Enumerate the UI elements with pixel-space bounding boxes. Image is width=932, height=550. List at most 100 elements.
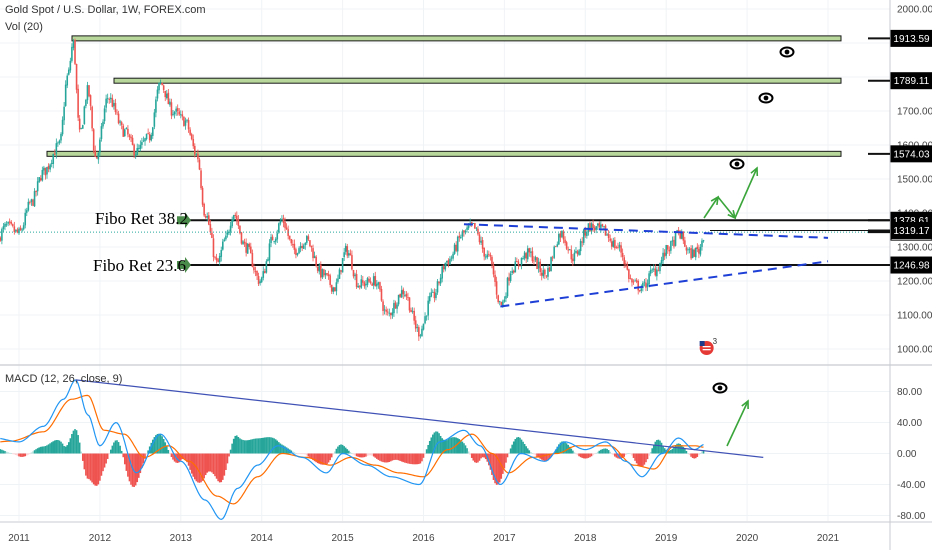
macd-histogram-bar (159, 434, 162, 454)
macd-histogram-bar (271, 437, 274, 454)
candle-body (18, 228, 20, 234)
candle-body (57, 142, 59, 144)
candle-body (660, 260, 663, 264)
candle-body (38, 177, 41, 182)
candle-body (86, 85, 89, 101)
candle-body (321, 269, 324, 278)
candle-body (271, 236, 274, 241)
candle-body (306, 235, 308, 243)
macd-histogram-bar (380, 453, 383, 462)
macd-histogram-bar (53, 440, 56, 454)
price-tag: 1789.11 (868, 72, 932, 90)
macd-histogram-bar (299, 453, 302, 455)
candle-body (635, 280, 638, 282)
candle-body (337, 278, 339, 282)
candle-body (646, 283, 649, 287)
candle-body (310, 245, 313, 248)
macd-histogram-bar (184, 453, 187, 460)
candle-body (698, 248, 700, 254)
candle-body (170, 102, 173, 116)
candle-body (388, 312, 391, 314)
candle-body (13, 226, 16, 232)
macd-histogram-bar (307, 453, 310, 457)
macd-histogram-bar (554, 449, 557, 454)
macd-histogram-bar (64, 446, 67, 454)
candle-body (665, 245, 667, 256)
candle-body (167, 92, 170, 105)
macd-histogram-bar (646, 453, 649, 460)
macd-histogram-bar (1, 449, 3, 454)
macd-histogram-bar (464, 445, 467, 454)
macd-histogram-bar (531, 453, 534, 454)
candle-body (484, 256, 487, 258)
macd-histogram-bar (484, 453, 487, 460)
macd-histogram-bar (44, 446, 47, 454)
macd-histogram-bar (620, 453, 622, 459)
macd-histogram-bar (292, 451, 294, 454)
macd-histogram-bar (593, 453, 596, 455)
macd-histogram-bar (215, 453, 218, 479)
fibo-arrow-icon (177, 257, 191, 274)
candle-body (273, 241, 275, 242)
candle-body (349, 253, 352, 256)
macd-histogram-bar (229, 449, 232, 454)
macd-histogram-bar (386, 453, 389, 463)
macd-histogram-bar (287, 448, 289, 454)
candle-body (117, 113, 120, 124)
projection-arrow-2 (717, 196, 736, 219)
macd-histogram-bar (660, 442, 663, 454)
macd-histogram-bar (91, 453, 93, 483)
macd-histogram-bar (474, 453, 476, 463)
candle-body (173, 112, 176, 115)
candle-body (450, 257, 453, 259)
macd-histogram-bar (198, 453, 201, 483)
macd-histogram-bar (632, 453, 635, 458)
candle-body (239, 225, 241, 234)
candle-body (489, 254, 492, 257)
candle-body (526, 248, 529, 260)
candle-body (666, 245, 669, 250)
macd-histogram-bar (698, 453, 700, 456)
macd-histogram-bar (69, 438, 72, 454)
candle-body (47, 165, 50, 169)
macd-histogram-bar (674, 445, 677, 454)
event-badge-icon[interactable]: 3 (699, 337, 718, 355)
candle-body (123, 129, 126, 137)
candle-body (27, 201, 30, 211)
macd-histogram-bar (603, 448, 605, 454)
symbol-title: Gold Spot / U.S. Dollar, 1W, FOREX.com (5, 4, 206, 16)
macd-histogram-bar (161, 436, 163, 454)
candle-body (254, 271, 257, 272)
macd-histogram-bar (659, 440, 661, 454)
macd-trendline (75, 379, 764, 458)
candle-body (284, 221, 286, 228)
time-axis-tick: 2011 (8, 533, 30, 544)
candle-body (355, 274, 358, 287)
candle-body (386, 311, 389, 313)
candle-body (147, 133, 149, 134)
candle-body (232, 215, 235, 220)
candle-body (645, 282, 647, 288)
macd-histogram-bar (15, 453, 17, 456)
macd-histogram-bar (142, 453, 145, 464)
macd-histogram-bar (668, 450, 671, 454)
macd-histogram-bar (282, 445, 285, 454)
macd-histogram-bar (348, 450, 350, 454)
price-axis-tick: 1100.00 (897, 311, 932, 322)
candle-body (281, 219, 283, 221)
candle-body (218, 255, 221, 263)
macd-histogram-bar (226, 453, 229, 464)
candle-body (486, 254, 489, 258)
macd-histogram-bar (234, 435, 237, 454)
candle-body (576, 251, 579, 255)
price-tag-box (890, 145, 932, 163)
candle-body (606, 234, 608, 236)
macd-histogram-bar (460, 440, 462, 454)
macd-histogram-bar (416, 453, 419, 465)
macd-axis-tick: 0.00 (897, 449, 917, 460)
macd-histogram-bar (522, 441, 524, 454)
macd-histogram-bar (545, 453, 548, 462)
macd-histogram-bar (351, 453, 353, 454)
